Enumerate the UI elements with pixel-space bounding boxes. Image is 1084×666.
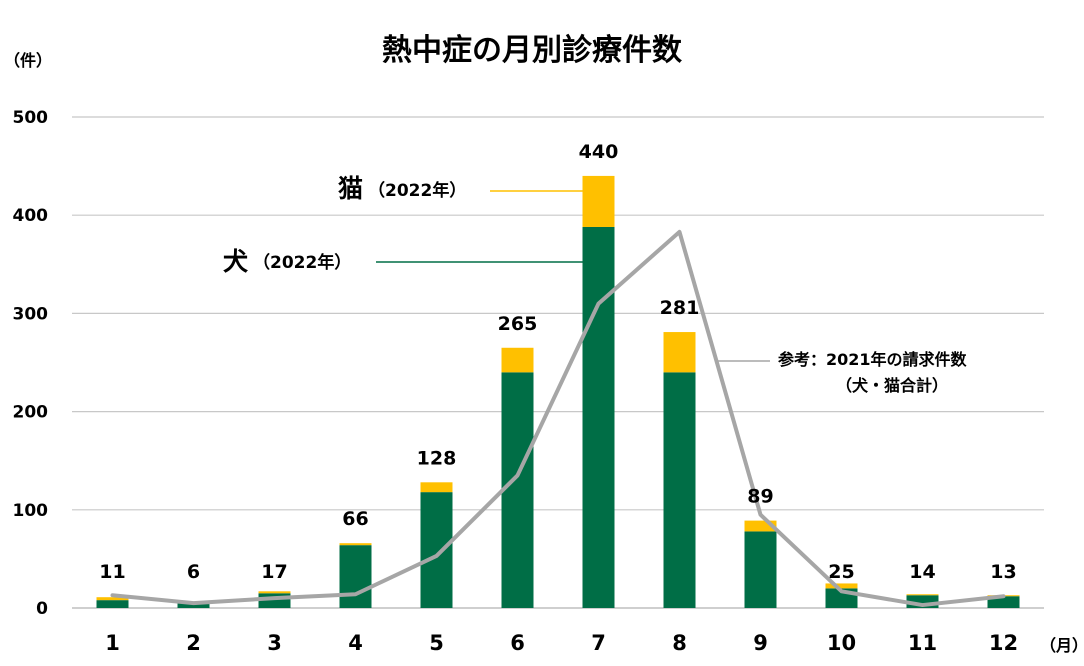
x-tick-label: 3: [267, 631, 282, 655]
legend-dog-year: （2022年）: [253, 252, 351, 273]
legend-reference-label: 参考：2021年の請求件数: [778, 350, 968, 369]
data-label: 89: [747, 486, 773, 508]
bar-dog: [663, 372, 696, 608]
x-tick-label: 9: [753, 631, 768, 655]
data-label: 6: [187, 561, 200, 583]
bar-dog: [420, 492, 453, 608]
bar-dog: [582, 226, 615, 608]
data-label: 17: [261, 561, 287, 583]
bar-dog: [96, 600, 129, 608]
x-tick-label: 2: [186, 631, 201, 655]
bar-dog: [501, 372, 534, 608]
reference-line: [110, 229, 1006, 608]
data-label: 440: [579, 141, 619, 163]
data-label: 11: [99, 561, 125, 583]
y-tick-label: 500: [13, 108, 49, 128]
legend-reference: 参考：2021年の請求件数 （犬・猫合計）: [718, 350, 968, 395]
x-tick-label: 11: [908, 631, 937, 655]
bar-dog: [987, 596, 1020, 608]
x-axis-unit: （月）: [1040, 636, 1084, 655]
data-label: 281: [660, 297, 700, 319]
data-label: 14: [909, 561, 935, 583]
y-tick-label: 100: [13, 501, 49, 521]
x-tick-label: 1: [105, 631, 120, 655]
bar-cat: [825, 583, 858, 589]
bar-cat: [96, 597, 129, 601]
legend-dog: 犬 （2022年）: [223, 247, 583, 276]
bar-cat: [339, 543, 372, 546]
x-axis-ticks: 1 2 3 4 5 6 7 8 9 10 11 12: [105, 631, 1018, 655]
bar-dog: [339, 545, 372, 608]
data-label: 265: [498, 313, 538, 335]
y-tick-label: 400: [13, 206, 49, 226]
data-label: 25: [828, 561, 854, 583]
legend-cat: 猫 （2022年）: [338, 174, 583, 203]
bar-cat: [744, 520, 777, 532]
legend-cat-name: 猫: [338, 174, 363, 203]
bar-cat: [420, 482, 453, 493]
x-tick-label: 5: [429, 631, 444, 655]
data-label: 66: [342, 508, 368, 530]
legend-reference-label-2: （犬・猫合計）: [836, 376, 948, 395]
bar-cat: [258, 591, 291, 594]
data-label: 13: [990, 561, 1016, 583]
y-tick-label: 300: [13, 304, 49, 324]
legend-cat-year: （2022年）: [368, 180, 466, 201]
x-tick-label: 8: [672, 631, 687, 655]
y-axis-unit: （件）: [4, 51, 52, 70]
bar-cat: [501, 347, 534, 373]
bar-dog: [177, 603, 210, 608]
y-axis-ticks: 0 100 200 300 400 500: [13, 108, 49, 619]
x-tick-label: 7: [591, 631, 606, 655]
data-labels: 11 6 17 66 128 265 440 281 89 25 14 13: [99, 141, 1016, 583]
bar-cat: [906, 594, 939, 596]
bar-dog: [744, 531, 777, 608]
legend-dog-name: 犬: [223, 247, 248, 276]
x-tick-label: 12: [989, 631, 1018, 655]
chart-title: 熱中症の月別診療件数: [382, 33, 683, 68]
bar-cat: [582, 175, 615, 227]
x-tick-label: 4: [348, 631, 363, 655]
y-tick-label: 200: [13, 403, 49, 423]
data-label: 128: [417, 447, 457, 469]
x-tick-label: 10: [827, 631, 856, 655]
bars: [96, 175, 1020, 608]
bar-cat: [663, 332, 696, 373]
x-tick-label: 6: [510, 631, 525, 655]
gridlines: [72, 116, 1044, 609]
reference-series-line: [110, 229, 1006, 608]
y-tick-label: 0: [36, 599, 48, 619]
